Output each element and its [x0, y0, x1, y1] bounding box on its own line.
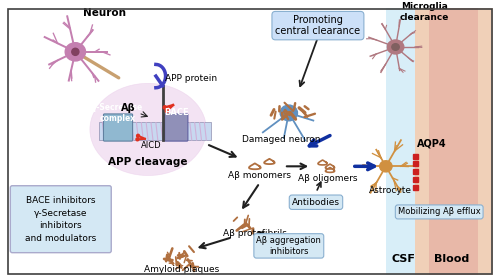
Text: Astrocyte: Astrocyte — [369, 186, 412, 194]
FancyBboxPatch shape — [100, 122, 212, 141]
Text: Damaged neuron: Damaged neuron — [242, 135, 320, 144]
Text: Mobilizing Aβ efflux: Mobilizing Aβ efflux — [398, 207, 480, 216]
Text: AICD: AICD — [140, 141, 162, 150]
Bar — [413, 169, 418, 174]
Ellipse shape — [280, 105, 297, 121]
Circle shape — [136, 134, 140, 137]
Text: Aβ oligomers: Aβ oligomers — [298, 174, 358, 183]
Bar — [413, 161, 418, 166]
Text: Aβ: Aβ — [122, 103, 136, 113]
Circle shape — [136, 138, 139, 141]
Text: Microglia
clearance: Microglia clearance — [400, 2, 450, 22]
Text: AQP4: AQP4 — [417, 139, 446, 149]
Text: Aβ monomers: Aβ monomers — [228, 171, 291, 180]
Ellipse shape — [72, 48, 79, 55]
Circle shape — [163, 106, 166, 109]
Text: APP protein: APP protein — [164, 74, 216, 83]
Text: Promoting
central clearance: Promoting central clearance — [276, 15, 360, 36]
Text: γ-Secretase
complex: γ-Secretase complex — [92, 103, 144, 123]
Ellipse shape — [388, 40, 404, 54]
FancyBboxPatch shape — [410, 8, 493, 275]
Text: Antibodies: Antibodies — [292, 198, 340, 207]
Bar — [413, 177, 418, 182]
Text: Aβ aggregation
inhibitors: Aβ aggregation inhibitors — [256, 236, 322, 255]
Text: BACE: BACE — [164, 108, 188, 117]
Ellipse shape — [380, 161, 392, 172]
Circle shape — [166, 109, 168, 113]
Ellipse shape — [90, 83, 206, 175]
FancyBboxPatch shape — [10, 186, 111, 253]
FancyBboxPatch shape — [386, 8, 415, 275]
FancyBboxPatch shape — [164, 114, 188, 141]
Bar — [413, 154, 418, 159]
Text: APP cleavage: APP cleavage — [108, 157, 188, 167]
FancyBboxPatch shape — [104, 114, 132, 141]
Text: Neuron: Neuron — [83, 8, 126, 18]
Text: BACE inhibitors
γ-Secretase
inhibitors
and modulators: BACE inhibitors γ-Secretase inhibitors a… — [25, 196, 97, 243]
FancyBboxPatch shape — [429, 8, 478, 275]
Text: Amyloid plaques: Amyloid plaques — [144, 265, 220, 274]
Bar — [413, 185, 418, 189]
Ellipse shape — [392, 44, 400, 50]
Ellipse shape — [65, 43, 86, 61]
Text: Aβ protofibrils: Aβ protofibrils — [223, 229, 287, 238]
Text: CSF: CSF — [392, 254, 415, 264]
Text: Blood: Blood — [434, 254, 470, 264]
